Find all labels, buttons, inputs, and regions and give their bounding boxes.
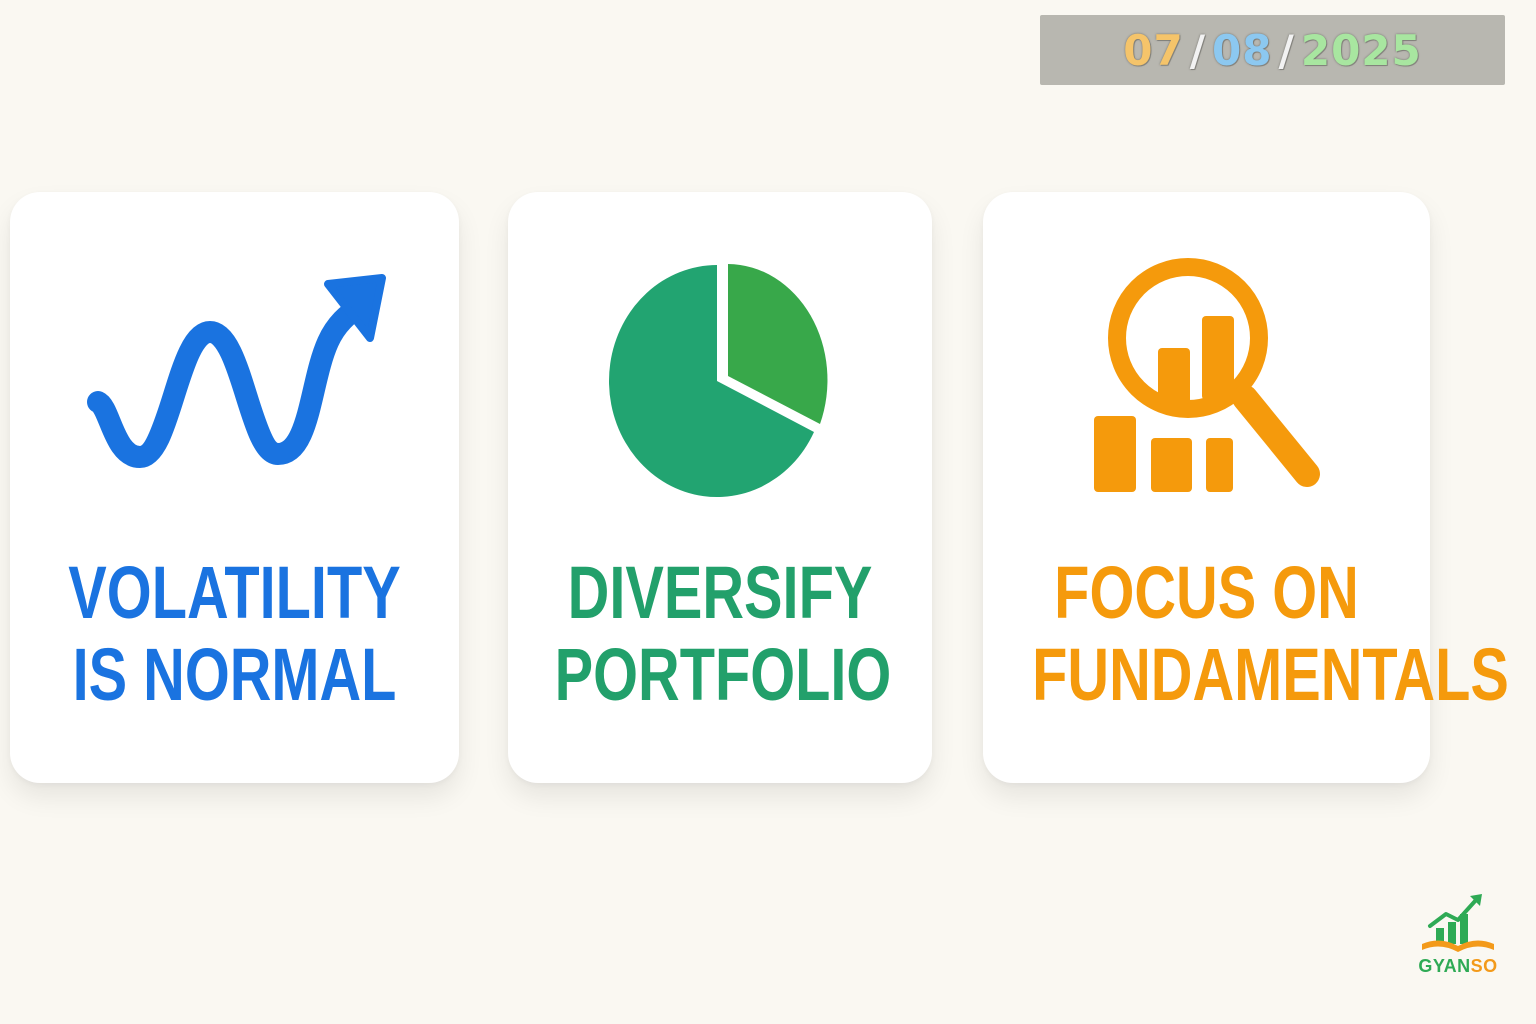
card-title-fundamentals: FOCUS ON FUNDAMENTALS <box>1032 551 1509 716</box>
card-fundamentals: FOCUS ON FUNDAMENTALS <box>983 192 1509 783</box>
logo-text-part2: SO <box>1470 956 1498 976</box>
card-diversify: DIVERSIFY PORTFOLIO <box>508 192 932 783</box>
wavy-up-arrow-icon <box>87 274 386 468</box>
card-title-line: FUNDAMENTALS <box>1032 633 1509 716</box>
date-separator: / <box>1189 25 1207 75</box>
card-title-line: PORTFOLIO <box>554 633 892 716</box>
logo-wordmark: GYANSO <box>1408 956 1508 977</box>
card-title-line: IS NORMAL <box>72 633 397 716</box>
date-separator: / <box>1278 25 1295 75</box>
card-title-line: DIVERSIFY <box>567 551 873 634</box>
date-day: 07 <box>1123 25 1184 75</box>
card-title-diversify: DIVERSIFY PORTFOLIO <box>554 551 892 716</box>
date-banner: 07 / 08 / 2025 <box>1040 15 1505 85</box>
card-title-volatility: VOLATILITY IS NORMAL <box>59 552 409 716</box>
pie-chart-icon <box>608 264 828 497</box>
date-year: 2025 <box>1300 25 1422 75</box>
date-month: 08 <box>1212 25 1273 75</box>
card-volatility: VOLATILITY IS NORMAL <box>10 192 459 783</box>
logo-text-part1: GYAN <box>1418 956 1471 976</box>
magnifier-bar-chart-icon <box>1094 258 1320 492</box>
gyanso-logo: GYANSO <box>1408 892 1508 982</box>
card-title-line: VOLATILITY <box>68 551 401 634</box>
logo-growth-icon <box>1422 894 1494 952</box>
card-title-line: FOCUS ON <box>1054 551 1359 634</box>
